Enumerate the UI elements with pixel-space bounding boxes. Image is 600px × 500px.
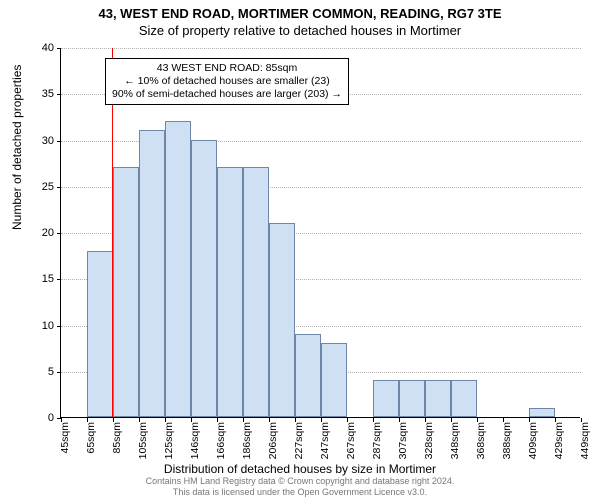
ytick-label: 0 (24, 412, 54, 424)
histogram-bar (529, 408, 555, 417)
histogram-bar (243, 167, 269, 417)
xtick-label: 85sqm (111, 422, 123, 454)
gridline (61, 48, 581, 49)
histogram-bar (399, 380, 425, 417)
xtick-label: 146sqm (189, 422, 201, 459)
histogram-bar (165, 121, 191, 417)
xtick-label: 206sqm (267, 422, 279, 459)
ytick-label: 30 (24, 135, 54, 147)
xtick-label: 368sqm (475, 422, 487, 459)
xtick-label: 307sqm (397, 422, 409, 459)
xtick-label: 227sqm (293, 422, 305, 459)
footer-line2: This data is licensed under the Open Gov… (0, 487, 600, 498)
xtick-label: 65sqm (85, 422, 97, 454)
xtick-label: 287sqm (371, 422, 383, 459)
ytick-mark (57, 94, 61, 95)
x-axis-label: Distribution of detached houses by size … (0, 462, 600, 476)
info-box-line: 90% of semi-detached houses are larger (… (112, 88, 342, 101)
chart-area: 051015202530354045sqm65sqm85sqm105sqm125… (60, 48, 580, 418)
title-line2: Size of property relative to detached ho… (0, 23, 600, 38)
histogram-bar (87, 251, 113, 418)
title-line1: 43, WEST END ROAD, MORTIMER COMMON, READ… (0, 6, 600, 21)
xtick-label: 125sqm (163, 422, 175, 459)
histogram-bar (451, 380, 477, 417)
xtick-label: 429sqm (553, 422, 565, 459)
histogram-bar (269, 223, 295, 417)
histogram-bar (139, 130, 165, 417)
histogram-bar (321, 343, 347, 417)
ytick-label: 35 (24, 88, 54, 100)
xtick-label: 449sqm (579, 422, 591, 459)
y-axis-label: Number of detached properties (10, 65, 24, 230)
xtick-label: 348sqm (449, 422, 461, 459)
xtick-label: 166sqm (215, 422, 227, 459)
plot-region: 051015202530354045sqm65sqm85sqm105sqm125… (60, 48, 580, 418)
ytick-mark (57, 141, 61, 142)
histogram-bar (295, 334, 321, 417)
ytick-mark (57, 372, 61, 373)
ytick-label: 25 (24, 181, 54, 193)
histogram-bar (191, 140, 217, 418)
ytick-label: 20 (24, 227, 54, 239)
ytick-mark (57, 279, 61, 280)
info-box-line: 43 WEST END ROAD: 85sqm (112, 62, 342, 75)
ytick-label: 5 (24, 366, 54, 378)
xtick-label: 247sqm (319, 422, 331, 459)
xtick-label: 409sqm (527, 422, 539, 459)
ytick-mark (57, 48, 61, 49)
ytick-mark (57, 326, 61, 327)
xtick-label: 267sqm (345, 422, 357, 459)
histogram-bar (373, 380, 399, 417)
histogram-bar (425, 380, 451, 417)
ytick-mark (57, 187, 61, 188)
xtick-label: 328sqm (423, 422, 435, 459)
xtick-label: 186sqm (241, 422, 253, 459)
ytick-label: 40 (24, 42, 54, 54)
xtick-label: 388sqm (501, 422, 513, 459)
info-box: 43 WEST END ROAD: 85sqm← 10% of detached… (105, 58, 349, 105)
ytick-mark (57, 233, 61, 234)
footer-attribution: Contains HM Land Registry data © Crown c… (0, 476, 600, 498)
info-box-line: ← 10% of detached houses are smaller (23… (112, 75, 342, 88)
chart-title-block: 43, WEST END ROAD, MORTIMER COMMON, READ… (0, 0, 600, 38)
footer-line1: Contains HM Land Registry data © Crown c… (0, 476, 600, 487)
histogram-bar (217, 167, 243, 417)
xtick-label: 105sqm (137, 422, 149, 459)
xtick-label: 45sqm (59, 422, 71, 454)
ytick-label: 10 (24, 320, 54, 332)
histogram-bar (113, 167, 139, 417)
ytick-label: 15 (24, 273, 54, 285)
